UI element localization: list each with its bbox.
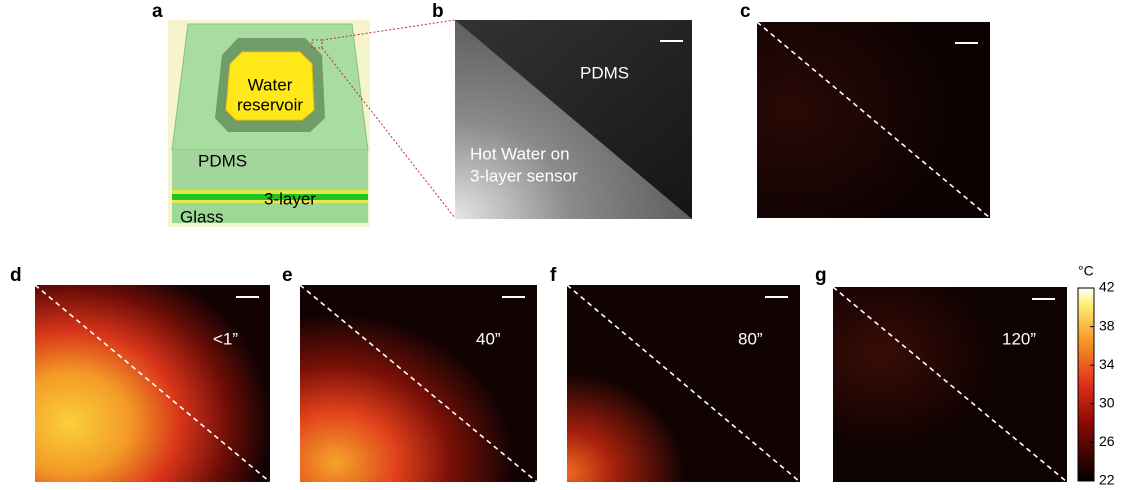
tick-label: 38 — [1099, 317, 1115, 333]
time-label: 120” — [1002, 329, 1036, 348]
label: PDMS — [198, 151, 247, 170]
panel-g: g 120” — [815, 265, 1067, 482]
panel-label: g — [815, 265, 827, 286]
panel-label: d — [10, 265, 22, 286]
label: PDMS — [580, 63, 629, 82]
label: Hot Water on — [470, 144, 570, 163]
colorbar-unit: °C — [1078, 263, 1094, 279]
tick-label: 42 — [1099, 279, 1115, 295]
panel-c: c — [740, 1, 990, 218]
tick-label: 22 — [1099, 472, 1115, 488]
label: Glass — [180, 207, 223, 226]
panel-b: b PDMS Hot Water on 3-layer sensor — [432, 1, 692, 219]
colorbar: °C 22 26 30 34 38 42 — [1078, 263, 1115, 488]
bottom-panels: d <1” e 40” f 80” g 120” — [10, 265, 1067, 482]
tick-label: 26 — [1099, 433, 1115, 449]
label: 3-layer sensor — [470, 166, 578, 185]
tick-label: 34 — [1099, 356, 1115, 372]
panel-d: d <1” — [10, 265, 270, 482]
panel-label: c — [740, 1, 751, 22]
label: reservoir — [237, 95, 303, 114]
tick-label: 30 — [1099, 395, 1115, 411]
panel-label: e — [282, 265, 293, 286]
panel-label: f — [550, 265, 557, 286]
time-label: 80” — [738, 329, 763, 348]
figure: a Water reservoir PDMS 3-layer Glass b P… — [0, 0, 1122, 490]
label: Water — [248, 75, 293, 94]
panel-e: e 40” — [282, 265, 537, 482]
panel-label: b — [432, 1, 444, 22]
panel-a: a Water reservoir PDMS 3-layer Glass — [152, 1, 455, 227]
label: 3-layer — [264, 189, 316, 208]
time-label: 40” — [476, 329, 501, 348]
panel-f: f 80” — [550, 265, 800, 482]
time-label: <1” — [213, 329, 238, 348]
colorbar-scale — [1078, 288, 1094, 481]
panel-label: a — [152, 1, 163, 22]
